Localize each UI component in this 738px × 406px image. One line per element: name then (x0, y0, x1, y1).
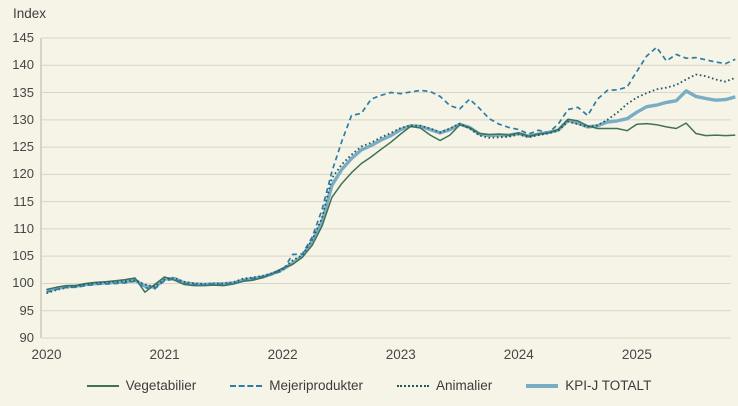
legend-item-kpi_j_totalt: KPI-J TOTALT (526, 378, 651, 393)
y-tick-label: 135 (12, 84, 34, 100)
x-tick-label: 2020 (31, 347, 62, 362)
legend-label: Animalier (436, 378, 493, 393)
x-tick-label: 2024 (503, 347, 534, 362)
y-tick-label: 130 (12, 111, 34, 127)
legend-label: Mejeriprodukter (269, 378, 364, 393)
x-tick-label: 2023 (385, 347, 416, 362)
x-tick-label: 2022 (267, 347, 298, 362)
series-line-vegetabilier (46, 118, 736, 293)
y-tick-label: 95 (19, 302, 34, 318)
legend-label: KPI-J TOTALT (565, 378, 652, 393)
y-tick-label: 115 (13, 193, 34, 209)
legend-item-animalier: Animalier (397, 378, 492, 393)
legend-line-sample-kpi_j_totalt (526, 383, 559, 388)
series-line-mejeriprodukter (46, 46, 736, 294)
x-tick-label: 2025 (621, 347, 652, 362)
y-tick-label: 100 (12, 275, 34, 291)
y-tick-label: 110 (13, 220, 34, 236)
y-axis-title: Index (13, 6, 47, 21)
legend-label: Vegetabilier (125, 378, 197, 393)
y-tick-label: 145 (12, 30, 34, 45)
series-line-animalier (46, 73, 736, 295)
legend-line-sample-vegetabilier (86, 384, 119, 387)
y-tick-label: 140 (12, 57, 34, 73)
series-line-kpi_j_totalt (46, 89, 736, 293)
y-tick-label: 125 (12, 139, 34, 155)
legend-line-sample-mejeriprodukter (230, 384, 263, 387)
legend-item-mejeriprodukter: Mejeriprodukter (230, 378, 363, 393)
chart-legend: Vegetabilier Mejeriprodukter Animalier KPI-… (0, 378, 738, 393)
x-tick-label: 2021 (149, 347, 180, 362)
legend-line-sample-animalier (397, 384, 430, 387)
legend-item-vegetabilier: Vegetabilier (86, 378, 197, 393)
y-tick-label: 105 (12, 248, 34, 264)
y-tick-label: 90 (19, 330, 34, 345)
y-tick-label: 120 (12, 166, 34, 182)
